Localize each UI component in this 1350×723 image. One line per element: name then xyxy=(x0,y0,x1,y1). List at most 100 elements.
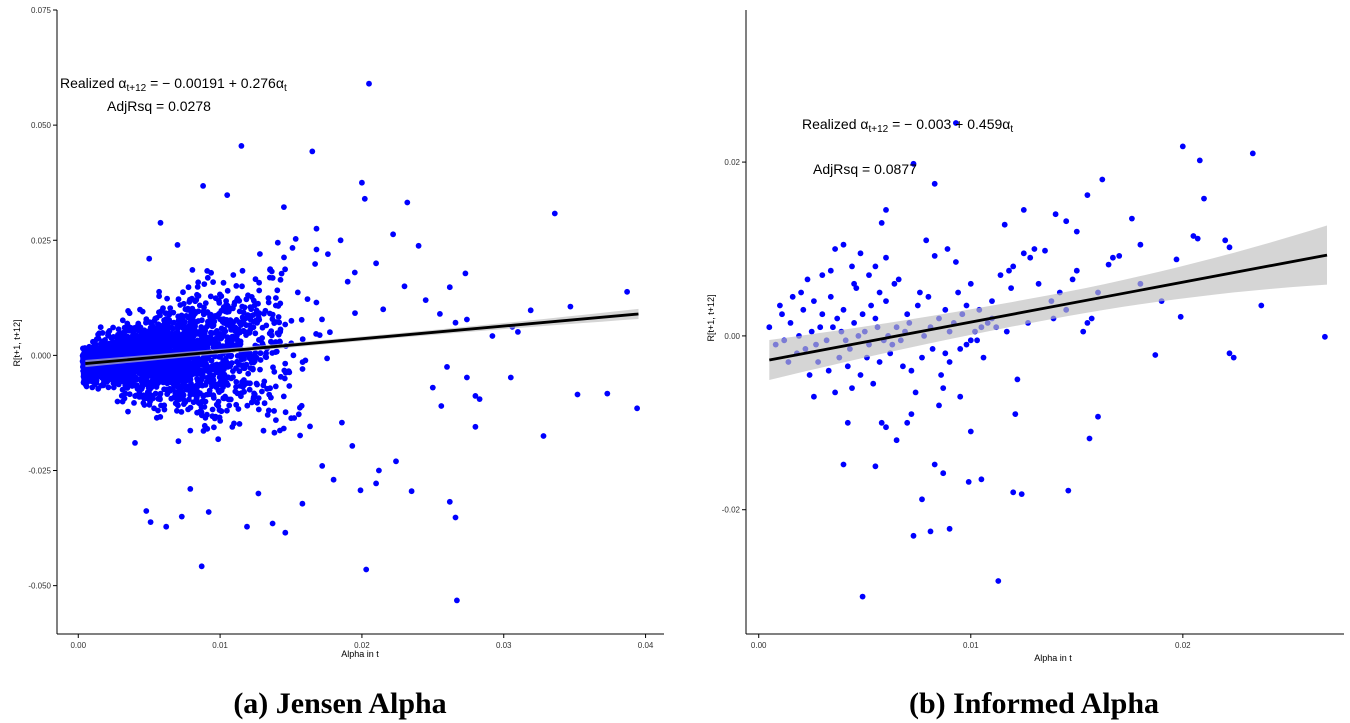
data-point xyxy=(160,366,167,373)
data-point xyxy=(872,263,879,270)
data-point xyxy=(121,324,128,331)
data-point xyxy=(946,359,953,365)
data-point xyxy=(167,305,174,311)
regression-line xyxy=(85,312,639,365)
data-point xyxy=(227,396,234,403)
data-point xyxy=(111,341,118,348)
data-point xyxy=(139,372,146,379)
data-point xyxy=(147,386,153,393)
data-point xyxy=(268,328,275,334)
data-point xyxy=(244,402,251,409)
data-point xyxy=(393,458,399,465)
data-point xyxy=(234,337,241,343)
data-point xyxy=(1177,313,1184,320)
data-point xyxy=(134,350,140,357)
data-point xyxy=(243,322,250,329)
data-point xyxy=(95,331,101,338)
data-point xyxy=(268,268,275,275)
data-point xyxy=(271,368,278,375)
data-point xyxy=(191,367,197,374)
data-point xyxy=(878,220,885,226)
data-point xyxy=(277,339,283,345)
data-point xyxy=(133,343,140,350)
data-point xyxy=(390,231,396,238)
data-point xyxy=(857,372,864,378)
data-point xyxy=(1065,487,1072,494)
data-point xyxy=(135,322,142,328)
data-point xyxy=(974,337,980,344)
data-point xyxy=(222,328,229,335)
data-point xyxy=(286,383,293,389)
data-point xyxy=(209,365,216,372)
data-point xyxy=(883,298,889,304)
data-point xyxy=(325,251,331,257)
data-point xyxy=(147,519,154,525)
y-tick-label: 0.075 xyxy=(31,6,52,15)
data-point xyxy=(252,350,259,356)
data-point xyxy=(213,361,220,368)
data-point xyxy=(231,420,237,427)
data-point xyxy=(114,398,121,405)
data-point xyxy=(186,396,192,403)
data-point xyxy=(452,319,459,326)
data-point xyxy=(126,348,133,355)
data-point xyxy=(1201,195,1207,202)
data-point xyxy=(94,367,101,373)
data-point xyxy=(349,443,356,449)
data-point xyxy=(277,276,284,283)
data-point xyxy=(840,306,847,313)
data-point xyxy=(798,289,804,296)
data-point xyxy=(876,359,883,365)
data-point xyxy=(164,328,171,335)
data-point xyxy=(93,351,100,357)
data-point xyxy=(187,486,194,492)
data-point xyxy=(446,498,453,505)
data-point xyxy=(228,352,235,359)
data-point xyxy=(175,402,181,409)
data-point xyxy=(363,566,370,573)
data-point xyxy=(211,342,218,349)
data-point xyxy=(454,597,460,604)
data-point xyxy=(129,332,136,339)
data-point xyxy=(997,272,1004,278)
data-point xyxy=(919,496,925,503)
data-point xyxy=(216,297,222,304)
data-point xyxy=(228,375,235,382)
data-point xyxy=(255,406,262,413)
data-point xyxy=(175,331,182,338)
data-point xyxy=(1069,276,1076,283)
data-point xyxy=(165,374,172,381)
data-point xyxy=(254,399,260,406)
data-point xyxy=(462,270,469,277)
data-point xyxy=(978,476,985,483)
data-point xyxy=(253,354,260,361)
data-point xyxy=(224,192,231,199)
data-point xyxy=(127,326,133,333)
data-point xyxy=(834,315,841,322)
data-point xyxy=(180,289,186,296)
data-point xyxy=(166,317,173,323)
y-tick-label: 0.025 xyxy=(31,236,52,245)
data-point xyxy=(174,391,180,398)
data-point xyxy=(200,392,207,399)
data-point xyxy=(464,316,470,323)
data-point xyxy=(245,370,252,377)
data-point xyxy=(190,333,197,339)
data-point xyxy=(198,563,205,570)
data-point xyxy=(211,424,217,431)
data-point xyxy=(980,354,987,361)
data-point xyxy=(244,523,250,530)
data-point xyxy=(243,361,250,368)
data-point xyxy=(1073,267,1080,274)
data-point xyxy=(1001,221,1008,228)
data-point xyxy=(273,295,279,301)
data-point xyxy=(946,525,953,532)
data-point xyxy=(255,395,262,401)
data-point xyxy=(97,324,104,331)
data-point xyxy=(204,425,211,432)
data-point xyxy=(250,394,257,400)
data-point xyxy=(404,199,411,206)
data-point xyxy=(254,381,260,388)
data-point xyxy=(256,287,263,294)
data-point xyxy=(184,377,191,384)
